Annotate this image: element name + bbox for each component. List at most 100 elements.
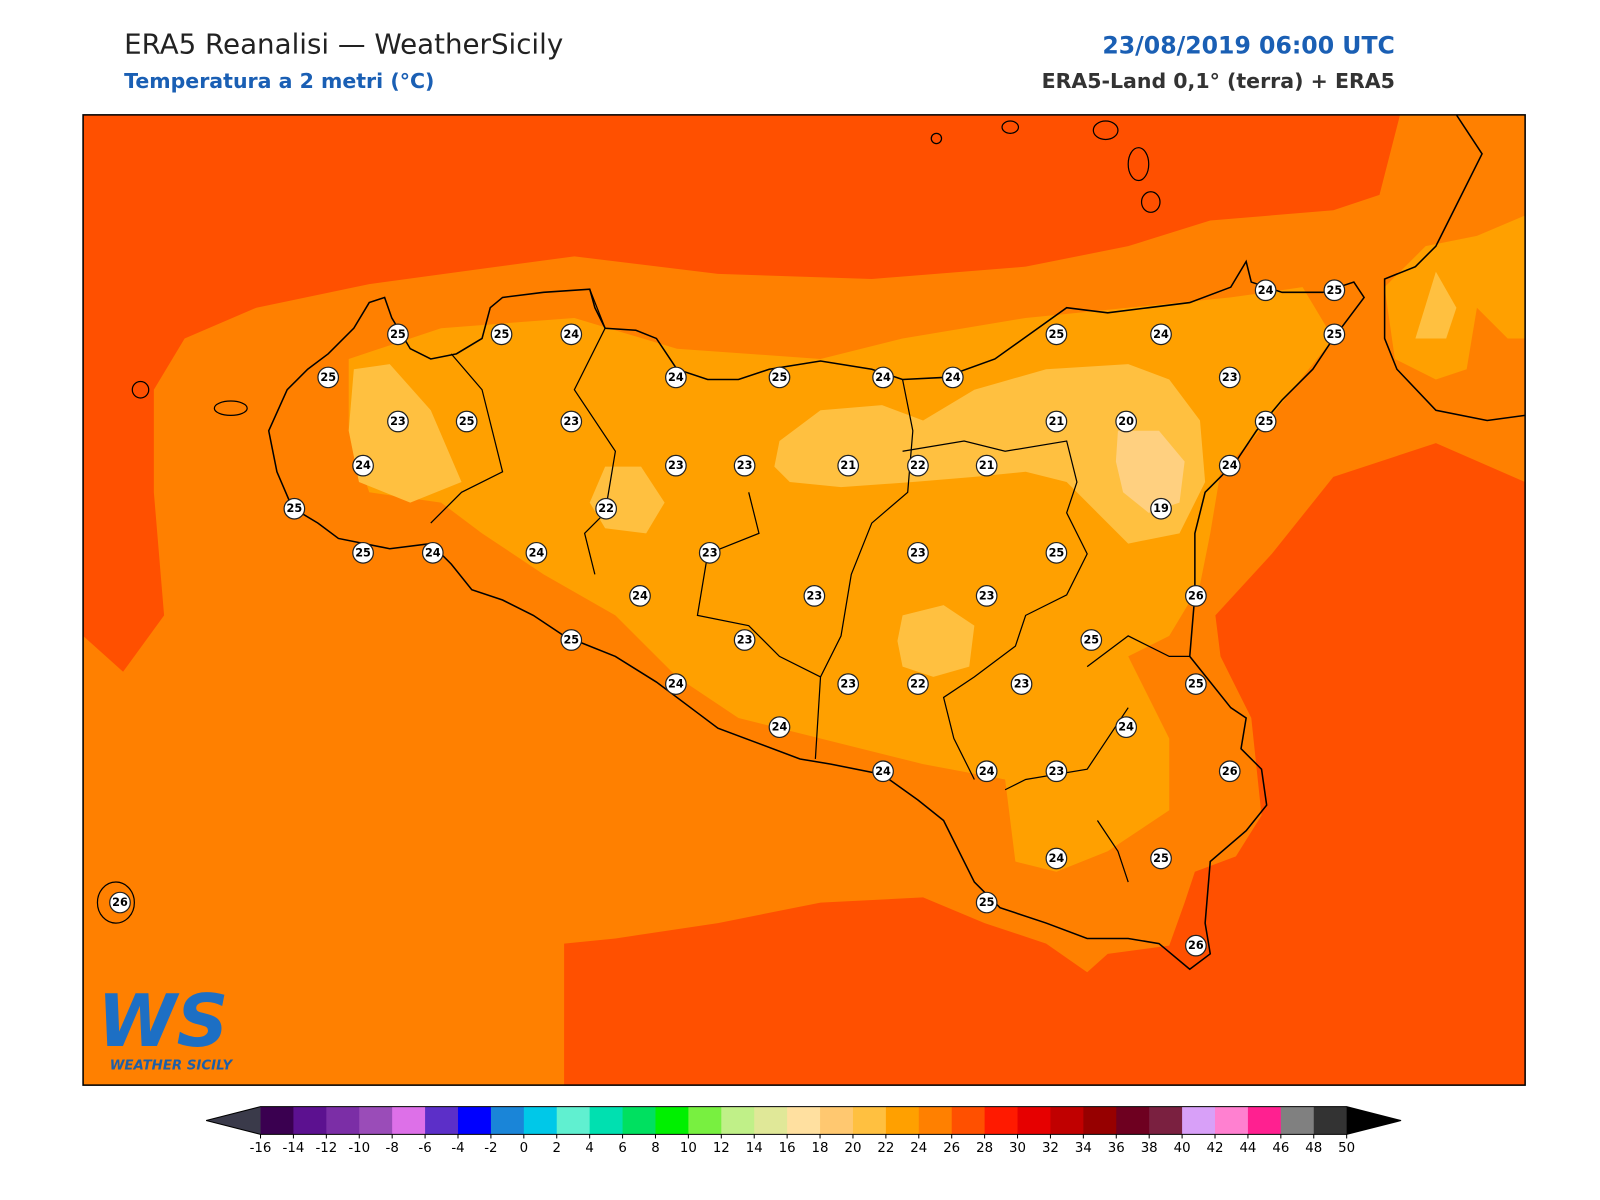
field: [83, 114, 1400, 672]
colorbar-tick-label: 8: [651, 1141, 659, 1156]
colorbar-over: [1346, 1106, 1402, 1135]
station-value: 24: [875, 371, 891, 384]
station-marker: [352, 454, 374, 477]
stations: 25 25 24 25 24 25 24 24 25 24 24 25 25 23 23 25 23 21 20 25…: [109, 279, 1346, 957]
station-marker: [455, 410, 478, 433]
station-marker: [1010, 673, 1033, 695]
colorbar-tick-label: -2: [484, 1141, 497, 1156]
station-value: 24: [1222, 459, 1238, 472]
colorbar-tick-label: 0: [520, 1141, 528, 1156]
station-marker: [872, 760, 894, 783]
station-value: 26: [1222, 765, 1238, 778]
station-value: 24: [945, 371, 961, 384]
colorbar-tick-label: 38: [1141, 1141, 1158, 1156]
station-value: 22: [598, 502, 614, 515]
colorbar-tick-label: 12: [713, 1141, 730, 1156]
colorbar-box: [1083, 1106, 1117, 1135]
colorbar-tick-label: -16: [250, 1141, 272, 1156]
colorbar-tick-label: 50: [1338, 1141, 1355, 1156]
station-value: 24: [772, 721, 788, 734]
station-value: 25: [563, 634, 579, 647]
station-marker: [768, 716, 791, 739]
colorbar-tick-label: 48: [1305, 1141, 1322, 1156]
station-value: 22: [910, 678, 926, 691]
colorbar-tick-label: 22: [877, 1141, 894, 1156]
colorbar-box: [918, 1106, 953, 1135]
coastline: [267, 259, 1366, 971]
colorbar-box: [852, 1106, 887, 1135]
station-value: 24: [632, 589, 648, 602]
provinces: [430, 289, 1190, 883]
station-marker: [387, 410, 409, 433]
station-marker: [1254, 279, 1277, 302]
station-value: 23: [807, 589, 823, 602]
colorbar-tick-label: 2: [552, 1141, 560, 1156]
colorbar-tick-label: 4: [585, 1141, 593, 1156]
colorbar-box: [359, 1106, 393, 1135]
colorbar-tick-label: -6: [418, 1141, 431, 1156]
station-marker: [1185, 673, 1207, 695]
logo-caption: WEATHER SICILY: [110, 1059, 234, 1074]
colorbar-box: [622, 1106, 656, 1135]
station-marker: [1080, 629, 1103, 651]
station-value: 25: [1049, 546, 1065, 559]
colorbar-box: [589, 1106, 624, 1135]
colorbar-tick-label: 24: [910, 1141, 927, 1156]
station-marker: [837, 673, 860, 695]
colorbar-tick-label: 28: [976, 1141, 993, 1156]
station-value: 25: [320, 371, 336, 384]
station-marker: [352, 541, 374, 564]
station-marker: [941, 366, 964, 389]
station-marker: [975, 454, 998, 477]
station-marker: [698, 541, 721, 564]
station-value: 25: [772, 371, 788, 384]
islands: [96, 120, 1161, 924]
station-value: 23: [563, 415, 579, 428]
station-value: 23: [702, 546, 718, 559]
station-marker: [665, 454, 687, 477]
station-marker: [1045, 541, 1068, 564]
station-marker: [975, 891, 998, 914]
station-marker: [490, 323, 513, 346]
station-marker: [1254, 410, 1277, 433]
station-marker: [525, 541, 548, 564]
station-value: 21: [840, 459, 856, 472]
station-value: 21: [979, 459, 995, 472]
station-value: 25: [1083, 634, 1099, 647]
colorbar-box: [425, 1106, 459, 1135]
station-value: 25: [287, 502, 303, 515]
colorbar-box: [326, 1106, 360, 1135]
station-marker: [1045, 410, 1068, 433]
station-marker: [560, 410, 583, 433]
station-value: 23: [1049, 765, 1065, 778]
station-value: 25: [1327, 328, 1343, 341]
field: [564, 443, 1526, 1086]
colorbar-box: [1017, 1106, 1051, 1135]
station-value: 26: [112, 896, 128, 909]
station-value: 24: [425, 546, 441, 559]
colorbar-tick-label: -12: [315, 1141, 337, 1156]
station-marker: [975, 760, 998, 783]
station-value: 24: [979, 765, 995, 778]
station-value: 25: [1049, 328, 1065, 341]
station-value: 24: [668, 678, 684, 691]
colorbar-tick-label: 14: [746, 1141, 763, 1156]
station-marker: [1150, 323, 1172, 346]
colorbar-tick-label: 30: [1009, 1141, 1026, 1156]
station-marker: [560, 629, 583, 651]
station-value: 25: [390, 328, 406, 341]
station-value: 24: [529, 546, 545, 559]
colorbar-box: [1313, 1106, 1348, 1135]
station-marker: [733, 629, 756, 651]
colorbar-box: [556, 1106, 591, 1135]
logo: WS WEATHER SICILY: [97, 979, 233, 1074]
station-value: 22: [910, 459, 926, 472]
field: [1415, 271, 1457, 339]
colorbar-tick-label: 44: [1239, 1141, 1256, 1156]
colorbar-tick-label: -8: [386, 1141, 399, 1156]
colorbar-box: [885, 1106, 920, 1135]
station-marker: [1218, 454, 1241, 477]
station-marker: [907, 673, 929, 695]
station-marker: [1115, 410, 1138, 433]
colorbar-box: [655, 1106, 689, 1135]
